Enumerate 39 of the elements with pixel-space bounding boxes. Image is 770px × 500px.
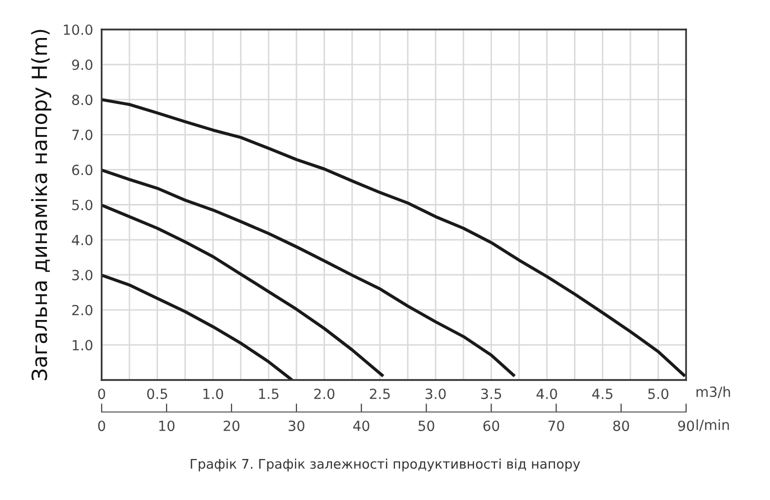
x2-tick-label: 90 <box>678 420 694 432</box>
x2-tick-label: 20 <box>224 420 240 432</box>
y-tick-label: 10.0 <box>64 24 92 35</box>
y-tick-label: 2.0 <box>72 304 92 316</box>
line-series <box>102 98 686 378</box>
x-tick-label: 3.0 <box>426 388 446 400</box>
x-tick-label: 4.5 <box>592 388 612 400</box>
x-tick-label: 0 <box>98 388 106 400</box>
x2-tick-label: 80 <box>613 420 630 432</box>
x-tick-label: 1.0 <box>203 388 224 400</box>
x2-tick-label: 60 <box>483 420 500 432</box>
x2-tick-label: 70 <box>548 420 564 432</box>
x-tick-label: 2.5 <box>370 388 390 400</box>
text: Графік 7. Графік залежності продуктивності від напору <box>190 458 580 472</box>
x2-tick-label: 30 <box>288 420 304 432</box>
x-tick-label: 0.5 <box>147 388 168 400</box>
y-tick-label: 9.0 <box>72 60 92 70</box>
x-tick-label: 1.5 <box>259 388 278 400</box>
y-tick-label: 3.0 <box>72 270 92 280</box>
x-tick-label: 2.0 <box>314 388 334 400</box>
y-tick-label: 8.0 <box>72 94 92 106</box>
x-axis-title: m3/h <box>696 386 730 398</box>
x2-tick-label: 10 <box>159 420 174 432</box>
y-tick-label: 6.0 <box>72 164 92 176</box>
x2-tick-label: 0 <box>98 420 106 432</box>
line-series <box>102 274 294 380</box>
x2-tick-label: 40 <box>353 420 370 432</box>
y-tick-label: 4.0 <box>72 234 92 246</box>
x-tick-label: 5.0 <box>648 388 668 400</box>
y-tick-label: 5.0 <box>72 200 92 210</box>
y-axis-title: Загальна динаміка напору H(m) <box>31 30 52 380</box>
x2-axis-title: l/min <box>696 419 729 432</box>
y-tick-label: 7.0 <box>72 130 92 140</box>
x2-tick-label: 50 <box>418 420 434 432</box>
x-tick-label: 4.0 <box>536 388 558 400</box>
line-series <box>102 168 516 378</box>
line-series <box>102 204 385 378</box>
x-tick-label: 3.5 <box>481 388 502 400</box>
y-tick-label: 1.0 <box>72 340 92 350</box>
